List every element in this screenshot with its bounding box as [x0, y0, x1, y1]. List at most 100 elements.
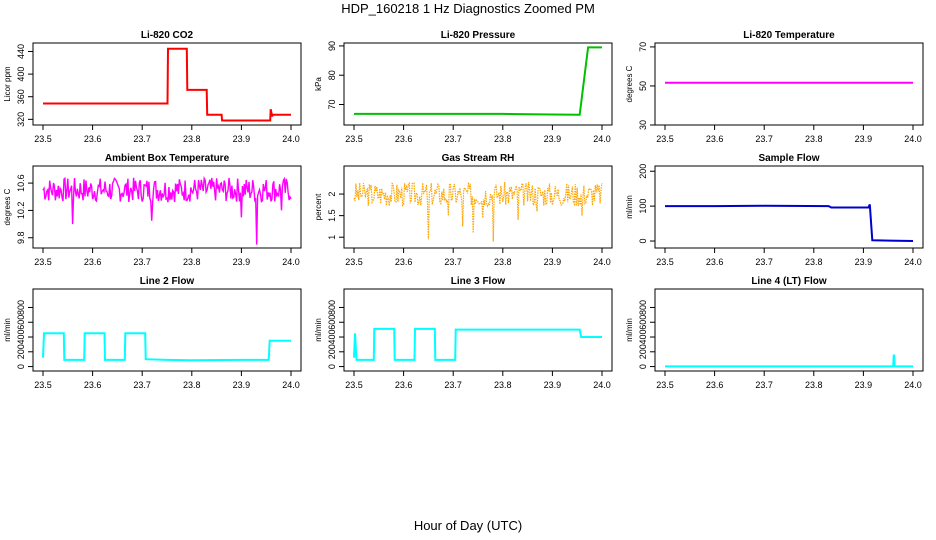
panel-li-820-co2-xtick-label: 23.7 [133, 134, 151, 144]
panel-li-820-co2-xtick-label: 24.0 [282, 134, 300, 144]
panel-line-4-lt-flow-xtick-label: 23.6 [706, 380, 724, 390]
panel-line-4-lt-flow-series-line [665, 354, 913, 368]
panel-line-4-lt-flow-ytick-label: 200 [638, 344, 648, 359]
panel-line-3-flow-series-line [353, 327, 602, 361]
panel-sample-flow-xtick-label: 23.9 [855, 257, 873, 267]
panel-line-2-flow-xtick-label: 23.7 [133, 380, 151, 390]
panel-li-820-pressure: Li-820 Pressure kPa 23.5 23.6 23.7 23.8 23.9 24… [314, 30, 613, 144]
panel-li-820-co2-ylabel: Licor ppm [3, 66, 12, 101]
panel-sample-flow-ytick-label: 100 [638, 199, 648, 214]
panel-line-3-flow-xtick-label: 23.6 [395, 380, 413, 390]
panel-gas-stream-rh: Gas Stream RH percent 23.5 23.6 23.7 23.8 23.9… [314, 153, 613, 267]
panel-line-3-flow-xtick-label: 23.7 [444, 380, 462, 390]
panel-li-820-pressure-xtick-label: 23.6 [395, 134, 413, 144]
panel-li-820-co2-xtick-label: 23.6 [84, 134, 102, 144]
panel-line-4-lt-flow-ytick-label: 400 [638, 330, 648, 345]
panel-ambient-box-temperature-xtick-label: 23.6 [84, 257, 102, 267]
panel-gas-stream-rh-xtick-label: 23.6 [395, 257, 413, 267]
panel-line-3-flow-ytick-label: 400 [327, 330, 337, 345]
panel-li-820-pressure-title: Li-820 Pressure [441, 30, 516, 41]
panel-line-4-lt-flow-ytick-label: 0 [638, 364, 648, 369]
panel-li-820-temperature-xtick-label: 23.9 [855, 134, 873, 144]
panel-ambient-box-temperature-xtick-label: 23.5 [34, 257, 52, 267]
panel-gas-stream-rh-xtick-label: 24.0 [593, 257, 611, 267]
panel-sample-flow-title: Sample Flow [758, 153, 819, 164]
panel-line-4-lt-flow-ylabel: ml/min [625, 318, 634, 342]
panel-line-3-flow-title: Line 3 Flow [451, 276, 506, 287]
figure-title: HDP_160218 1 Hz Diagnostics Zoomed PM [341, 1, 595, 16]
panel-li-820-temperature-title: Li-820 Temperature [743, 30, 835, 41]
panel-line-4-lt-flow-title: Line 4 (LT) Flow [751, 276, 827, 287]
panel-li-820-temperature-xtick-label: 24.0 [904, 134, 922, 144]
panel-li-820-co2-title: Li-820 CO2 [141, 30, 194, 41]
panel-line-2-flow-ytick-label: 800 [16, 300, 26, 315]
panel-line-2-flow-frame [32, 288, 302, 372]
panel-li-820-temperature-xtick-label: 23.8 [805, 134, 823, 144]
panel-line-4-lt-flow-frame [654, 288, 924, 372]
panel-line-2-flow-ylabel: ml/min [3, 318, 12, 342]
panel-line-3-flow-xtick-label: 23.9 [544, 380, 562, 390]
panel-line-2-flow-xtick-label: 23.5 [34, 380, 52, 390]
panel-li-820-co2-xtick-label: 23.5 [34, 134, 52, 144]
panel-gas-stream-rh-ylabel: percent [314, 193, 323, 220]
panel-gas-stream-rh-ytick-label: 1 [327, 235, 337, 240]
panel-li-820-temperature: Li-820 Temperature degrees C 23.5 23.6 23.7 2… [625, 30, 924, 144]
panel-li-820-pressure-ylabel: kPa [314, 77, 323, 91]
panel-li-820-temperature-xtick-label: 23.7 [755, 134, 773, 144]
panel-line-4-lt-flow-xtick-label: 23.9 [855, 380, 873, 390]
panel-li-820-pressure-xtick-label: 23.7 [444, 134, 462, 144]
panel-gas-stream-rh-title: Gas Stream RH [442, 153, 515, 164]
panel-line-2-flow-ytick-label: 400 [16, 330, 26, 345]
panel-li-820-co2-ytick-label: 320 [16, 112, 26, 127]
panel-ambient-box-temperature-ytick-label: 10.2 [16, 202, 26, 220]
panel-line-3-flow-ytick-label: 200 [327, 344, 337, 359]
panel-line-3-flow-ytick-label: 0 [327, 364, 337, 369]
panel-ambient-box-temperature-ylabel: degrees C [3, 188, 12, 225]
panel-line-3-flow-ylabel: ml/min [314, 318, 323, 342]
panel-li-820-temperature-ytick-label: 30 [638, 120, 648, 130]
panel-li-820-pressure-ytick-label: 90 [327, 41, 337, 51]
panel-line-4-lt-flow-ytick-label: 600 [638, 315, 648, 330]
panel-li-820-pressure-xtick-label: 23.9 [544, 134, 562, 144]
panel-li-820-co2-series-line [43, 47, 291, 122]
panel-gas-stream-rh-xtick-label: 23.5 [345, 257, 363, 267]
panel-gas-stream-rh-series-line [353, 181, 603, 242]
panel-li-820-temperature-xtick-label: 23.6 [706, 134, 724, 144]
panel-line-4-lt-flow-xtick-label: 23.8 [805, 380, 823, 390]
panel-li-820-temperature-ytick-label: 50 [638, 81, 648, 91]
panel-sample-flow-xtick-label: 23.5 [656, 257, 674, 267]
panel-ambient-box-temperature-frame [32, 165, 302, 249]
panel-gas-stream-rh-xtick-label: 23.9 [544, 257, 562, 267]
panel-li-820-pressure-frame [343, 42, 613, 126]
panel-sample-flow-series-line [665, 203, 914, 242]
panel-gas-stream-rh-xtick-label: 23.8 [494, 257, 512, 267]
panel-sample-flow-xtick-label: 24.0 [904, 257, 922, 267]
panel-line-3-flow-ytick-label: 600 [327, 315, 337, 330]
panel-sample-flow-xtick-label: 23.7 [755, 257, 773, 267]
panel-line-2-flow-title: Line 2 Flow [140, 276, 195, 287]
panel-line-4-lt-flow-xtick-label: 23.5 [656, 380, 674, 390]
panel-sample-flow-ytick-label: 0 [638, 239, 648, 244]
panel-line-3-flow: Line 3 Flow ml/min 23.5 23.6 23.7 23.8 23.9 24.… [314, 276, 613, 390]
panel-gas-stream-rh-xtick-label: 23.7 [444, 257, 462, 267]
panel-li-820-pressure-xtick-label: 23.5 [345, 134, 363, 144]
panel-ambient-box-temperature-xtick-label: 23.7 [133, 257, 151, 267]
panel-line-2-flow-xtick-label: 23.9 [233, 380, 251, 390]
panel-gas-stream-rh-ytick-label: 2 [327, 192, 337, 197]
panel-sample-flow-frame [654, 165, 924, 249]
panel-li-820-pressure-xtick-label: 23.8 [494, 134, 512, 144]
panel-ambient-box-temperature-xtick-label: 24.0 [282, 257, 300, 267]
panel-line-4-lt-flow-xtick-label: 24.0 [904, 380, 922, 390]
panel-line-2-flow-xtick-label: 23.6 [84, 380, 102, 390]
panel-gas-stream-rh-ytick-label: 1.5 [327, 209, 337, 222]
panel-li-820-pressure-xtick-label: 24.0 [593, 134, 611, 144]
panel-line-3-flow-xtick-label: 23.8 [494, 380, 512, 390]
panel-line-4-lt-flow: Line 4 (LT) Flow ml/min 23.5 23.6 23.7 23.8 23… [625, 276, 924, 390]
panel-gas-stream-rh-frame [343, 165, 613, 249]
panel-line-3-flow-xtick-label: 24.0 [593, 380, 611, 390]
panel-li-820-co2: Li-820 CO2 Licor ppm 23.5 23.6 23.7 23.8 23.9 2… [3, 30, 302, 144]
panel-line-2-flow: Line 2 Flow ml/min 23.5 23.6 23.7 23.8 23.9 24.… [3, 276, 302, 390]
x-axis-label: Hour of Day (UTC) [413, 518, 523, 533]
panel-line-2-flow-ytick-label: 0 [16, 364, 26, 369]
